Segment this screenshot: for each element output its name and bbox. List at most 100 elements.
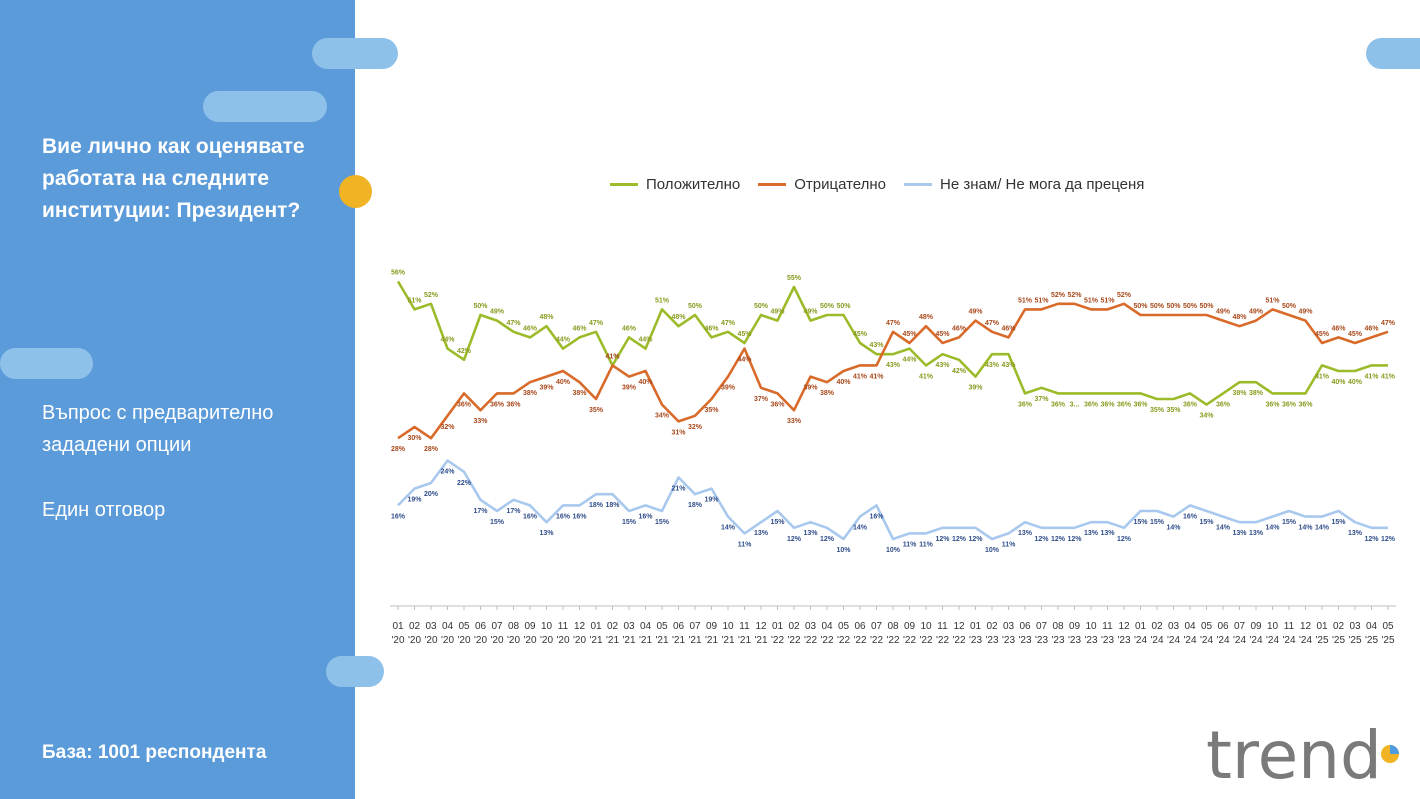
data-label: 50% <box>754 303 769 310</box>
decor-pill <box>0 348 93 379</box>
x-tick-label: 04 <box>1184 621 1196 632</box>
data-label: 33% <box>787 418 802 425</box>
data-label: 13% <box>1348 530 1363 537</box>
data-label: 30% <box>407 435 422 442</box>
data-label: 12% <box>1364 536 1379 543</box>
x-tick-label: 04 <box>442 621 454 632</box>
data-label: 47% <box>985 320 1000 327</box>
data-label: 50% <box>1166 303 1181 310</box>
data-label: 44% <box>737 357 752 364</box>
data-label: 14% <box>1166 525 1181 532</box>
logo-text: trend <box>1206 717 1382 788</box>
x-tick-label: '22 <box>787 635 800 646</box>
x-tick-label: '21 <box>688 635 701 646</box>
data-label: 43% <box>935 362 950 369</box>
x-tick-label: '22 <box>936 635 949 646</box>
data-label: 49% <box>968 309 983 316</box>
data-label: 36% <box>1282 401 1297 408</box>
data-label: 12% <box>935 536 950 543</box>
data-label: 45% <box>737 331 752 338</box>
data-label: 21% <box>671 485 686 492</box>
x-tick-label: 04 <box>1366 621 1378 632</box>
data-label: 51% <box>1265 297 1280 304</box>
x-tick-label: 02 <box>788 621 800 632</box>
x-tick-label: 03 <box>1349 621 1361 632</box>
legend-swatch-positive <box>610 183 638 186</box>
x-tick-label: '21 <box>622 635 635 646</box>
data-label: 35% <box>704 407 719 414</box>
data-label: 14% <box>853 525 868 532</box>
data-label: 56% <box>391 269 406 276</box>
data-label: 39% <box>721 385 736 392</box>
data-label: 46% <box>704 325 719 332</box>
x-tick-label: 03 <box>805 621 817 632</box>
data-label: 10% <box>985 547 1000 554</box>
data-label: 41% <box>869 373 884 380</box>
data-label: 32% <box>688 424 703 431</box>
data-label: 18% <box>688 502 703 509</box>
data-label: 48% <box>671 314 686 321</box>
data-label: 44% <box>638 337 653 344</box>
data-label: 18% <box>589 502 604 509</box>
data-label: 47% <box>721 320 736 327</box>
data-label: 12% <box>787 536 802 543</box>
data-label: 31% <box>671 429 686 436</box>
x-tick-label: '21 <box>589 635 602 646</box>
data-label: 15% <box>1133 519 1148 526</box>
data-label: 15% <box>490 519 505 526</box>
data-label: 13% <box>754 530 769 537</box>
data-label: 43% <box>886 362 901 369</box>
data-label: 12% <box>952 536 967 543</box>
data-label: 40% <box>556 379 571 386</box>
data-label: 16% <box>523 513 538 520</box>
data-label: 50% <box>1133 303 1148 310</box>
x-tick-label: '21 <box>721 635 734 646</box>
x-tick-label: '24 <box>1299 635 1312 646</box>
x-tick-label: '22 <box>771 635 784 646</box>
x-tick-label: 03 <box>1168 621 1180 632</box>
x-tick-label: 08 <box>1052 621 1064 632</box>
data-label: 49% <box>1298 309 1313 316</box>
x-tick-label: 11 <box>558 621 569 632</box>
data-label: 37% <box>754 396 769 403</box>
x-tick-label: '24 <box>1150 635 1163 646</box>
data-label: 49% <box>803 309 818 316</box>
x-tick-label: 03 <box>1003 621 1015 632</box>
data-label: 16% <box>556 513 571 520</box>
data-label: 28% <box>424 446 439 453</box>
legend-item-positive: Положително <box>610 176 740 193</box>
data-label: 39% <box>622 385 637 392</box>
data-label: 12% <box>1034 536 1049 543</box>
x-tick-label: '24 <box>1167 635 1180 646</box>
logo-pie-icon <box>1390 745 1399 754</box>
x-tick-label: 11 <box>1102 621 1113 632</box>
x-tick-label: 02 <box>409 621 421 632</box>
data-label: 20% <box>424 491 439 498</box>
x-tick-label: 06 <box>673 621 685 632</box>
x-tick-label: '20 <box>457 635 470 646</box>
data-label: 51% <box>1034 297 1049 304</box>
data-label: 43% <box>1001 362 1016 369</box>
data-label: 13% <box>803 530 818 537</box>
x-tick-label: 12 <box>574 621 586 632</box>
data-label: 14% <box>1298 525 1313 532</box>
data-label: 44% <box>556 337 571 344</box>
x-tick-label: 10 <box>920 621 932 632</box>
data-label: 15% <box>1331 519 1346 526</box>
x-tick-label: 08 <box>508 621 520 632</box>
x-tick-label: 01 <box>772 621 784 632</box>
data-label: 17% <box>506 508 521 515</box>
x-tick-label: '21 <box>705 635 718 646</box>
data-label: 46% <box>1331 325 1346 332</box>
accent-dot <box>339 175 372 208</box>
x-tick-label: '22 <box>870 635 883 646</box>
data-label: 47% <box>506 320 521 327</box>
x-tick-label: 06 <box>475 621 487 632</box>
x-tick-label: '23 <box>1101 635 1114 646</box>
x-tick-label: 12 <box>1300 621 1312 632</box>
x-tick-label: '20 <box>391 635 404 646</box>
data-label: 35% <box>1166 407 1181 414</box>
data-label: 49% <box>1249 309 1264 316</box>
data-label: 46% <box>952 325 967 332</box>
